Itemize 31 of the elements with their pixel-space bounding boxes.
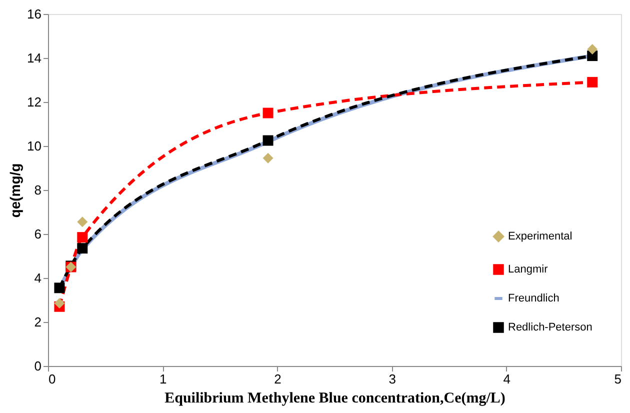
legend-label: Freundlich [508, 292, 560, 304]
point [587, 44, 598, 54]
point [262, 135, 274, 146]
point [77, 243, 88, 254]
legend-label: Experimental [508, 230, 572, 242]
y-tick-label: 12 [27, 94, 42, 110]
point [77, 232, 88, 243]
point [54, 298, 65, 309]
y-tick-label: 0 [34, 358, 42, 374]
point [587, 76, 598, 88]
x-tick-label: 2 [274, 372, 282, 386]
point [54, 282, 65, 294]
y-tick-label: 14 [27, 50, 42, 66]
x-tick-label: 3 [388, 372, 396, 386]
y-tick-label: 10 [27, 138, 42, 154]
point [262, 108, 274, 118]
x-tick-label: 4 [503, 372, 511, 386]
y-tick-label: 8 [34, 182, 42, 198]
y-tick-label: 6 [34, 226, 42, 242]
point [262, 152, 274, 164]
y-axis-title: qe(mg/g [7, 163, 24, 218]
legend-label: Langmir [508, 264, 548, 276]
y-tick-label: 16 [27, 6, 42, 22]
point [77, 216, 88, 228]
legend-label: Redlich-Peterson [508, 322, 592, 334]
x-tick-label: 5 [614, 372, 622, 386]
y-tick-label: 4 [34, 270, 42, 286]
x-tick-label: 0 [48, 372, 56, 386]
x-tick-label: 1 [159, 372, 167, 386]
x-axis-title: Equilibrium Methylene Blue concentration,Ce(mg/L) [164, 390, 506, 406]
y-tick-label: 2 [34, 314, 42, 330]
